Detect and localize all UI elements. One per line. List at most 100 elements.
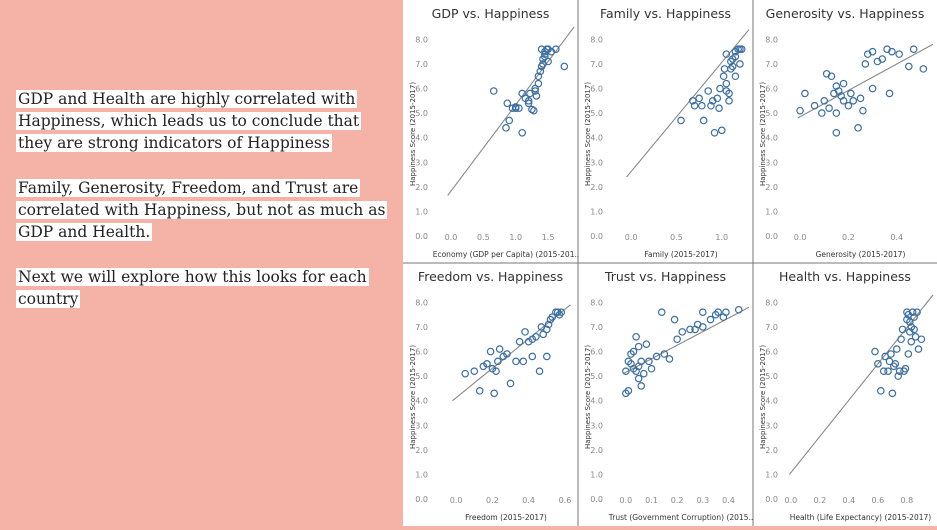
chart-1-point <box>511 103 520 111</box>
chart-6-point <box>891 360 900 368</box>
chart-1-point <box>530 106 538 115</box>
chart-4-point <box>461 369 470 378</box>
chart-4-ytick-label: 6.0 <box>415 348 428 357</box>
chart-5-point <box>624 387 633 395</box>
chart-1-point <box>537 45 546 54</box>
chart-3-ytick-label: 1.0 <box>765 207 778 216</box>
chart-1-point <box>552 45 560 54</box>
chart-1-xtick-label: 0.5 <box>477 233 490 242</box>
chart-3-point <box>868 84 877 93</box>
chart-4-ytick-label: 0.0 <box>415 495 428 504</box>
chart-4-point <box>495 345 504 353</box>
chart-6-point <box>874 360 882 368</box>
chart-1-ytick-label: 4.0 <box>415 134 428 143</box>
chart-2-ytick-label: 4.0 <box>590 134 603 143</box>
chart-4-xtick-label: 0.6 <box>559 496 572 505</box>
chart-6-ytick-label: 4.0 <box>765 397 778 406</box>
chart-5-xtick-label: 0.3 <box>696 496 709 505</box>
chart-5-xtick-label: 0.4 <box>722 496 735 505</box>
chart-4-ytick-label: 4.0 <box>415 397 428 406</box>
chart-5-ytick-label: 2.0 <box>590 446 603 455</box>
chart-5-point <box>660 350 669 358</box>
chart-4-point <box>519 357 528 366</box>
chart-2-point <box>728 62 737 71</box>
chart-5-point <box>642 340 651 348</box>
chart-2-ytick-label: 6.0 <box>590 85 603 94</box>
chart-5-trend-line <box>623 306 750 375</box>
chart-6-ytick-label: 2.0 <box>765 446 778 455</box>
chart-3-xtick-label: 0.0 <box>794 233 807 242</box>
chart-6-point <box>888 389 897 398</box>
chart-6-point <box>876 387 885 395</box>
chart-6-ytick-label: 3.0 <box>765 421 778 430</box>
chart-4-point <box>475 387 484 395</box>
chart-5-ytick-label: 0.0 <box>590 495 603 504</box>
chart-5-point <box>734 305 743 314</box>
paragraph-other-factors: Family, Generosity, Freedom, and Trust a… <box>16 179 388 241</box>
chart-3-point <box>827 72 836 81</box>
chart-5-ytick-label: 8.0 <box>590 298 603 307</box>
chart-5-point <box>637 357 646 366</box>
chart-3-point <box>839 79 848 88</box>
chart-4-point <box>490 389 499 398</box>
chart-1-point <box>541 52 549 61</box>
chart-3-point <box>844 101 853 110</box>
chart-3-ylabel: Happiness Score (2015-2017) <box>759 82 767 186</box>
chart-1-xtick-label: 0.0 <box>445 233 458 242</box>
chart-5-ytick-label: 6.0 <box>590 348 603 357</box>
chart-5-title: Trust vs. Happiness <box>604 269 726 284</box>
chart-3-xtick-label: 0.4 <box>890 233 903 242</box>
chart-3-point <box>801 89 809 98</box>
chart-2-point <box>731 52 740 61</box>
chart-2-point <box>695 94 703 103</box>
chart-5-xtick-label: 0.2 <box>671 496 684 505</box>
chart-3-point <box>825 104 833 112</box>
chart-3-point <box>909 45 918 54</box>
chart-1-point <box>505 116 514 125</box>
chart-3-point <box>832 128 841 137</box>
chart-6-point <box>910 325 918 334</box>
chart-2-trend-line <box>626 29 750 178</box>
chart-6-point <box>892 345 901 353</box>
chart-6-xtick-label: 0.2 <box>814 496 827 505</box>
chart-4-point <box>532 332 540 341</box>
chart-5-point <box>699 323 707 331</box>
chart-1-xtick-label: 1.0 <box>509 233 522 242</box>
chart-6-trend-line <box>789 294 934 475</box>
chart-2-point <box>690 101 699 110</box>
chart-3-xlabel: Generosity (2015-2017) <box>816 250 906 259</box>
chart-6-point <box>907 337 916 346</box>
chart-4-point <box>539 330 547 339</box>
chart-1-ytick-label: 5.0 <box>415 109 428 118</box>
chart-3-point <box>839 97 848 105</box>
chart-4-ytick-label: 3.0 <box>415 421 428 430</box>
chart-3-point <box>820 97 829 105</box>
chart-1-point <box>531 87 539 95</box>
chart-6-point <box>901 364 910 373</box>
chart-4-ytick-label: 8.0 <box>415 298 428 307</box>
chart-3-ytick-label: 2.0 <box>765 183 778 192</box>
chart-6-xtick-label: 0.6 <box>872 496 885 505</box>
chart-3-point <box>861 60 870 68</box>
chart-3-title: Generosity vs. Happiness <box>766 6 925 21</box>
chart-5-point <box>647 364 656 373</box>
chart-4-point <box>548 313 557 321</box>
chart-1-ytick-label: 2.0 <box>415 183 428 192</box>
chart-5-point <box>665 355 674 363</box>
chart-1-point <box>524 97 533 105</box>
chart-4-xtick-label: 0.0 <box>450 496 463 505</box>
chart-6-point <box>894 372 903 380</box>
chart-6-ytick-label: 7.0 <box>765 323 778 332</box>
chart-3-point <box>895 50 903 58</box>
chart-2-point <box>720 65 729 73</box>
chart-3-point <box>885 89 894 98</box>
chart-5-point <box>678 328 687 336</box>
chart-1-xtick-label: 1.5 <box>542 233 555 242</box>
chart-4-point <box>543 325 551 334</box>
chart-1-point <box>524 99 533 108</box>
chart-3-point <box>878 55 887 63</box>
chart-3-point <box>849 97 858 105</box>
chart-2-point <box>704 87 713 95</box>
chart-6-xtick-label: 0.4 <box>843 496 856 505</box>
chart-2-point <box>725 89 733 98</box>
